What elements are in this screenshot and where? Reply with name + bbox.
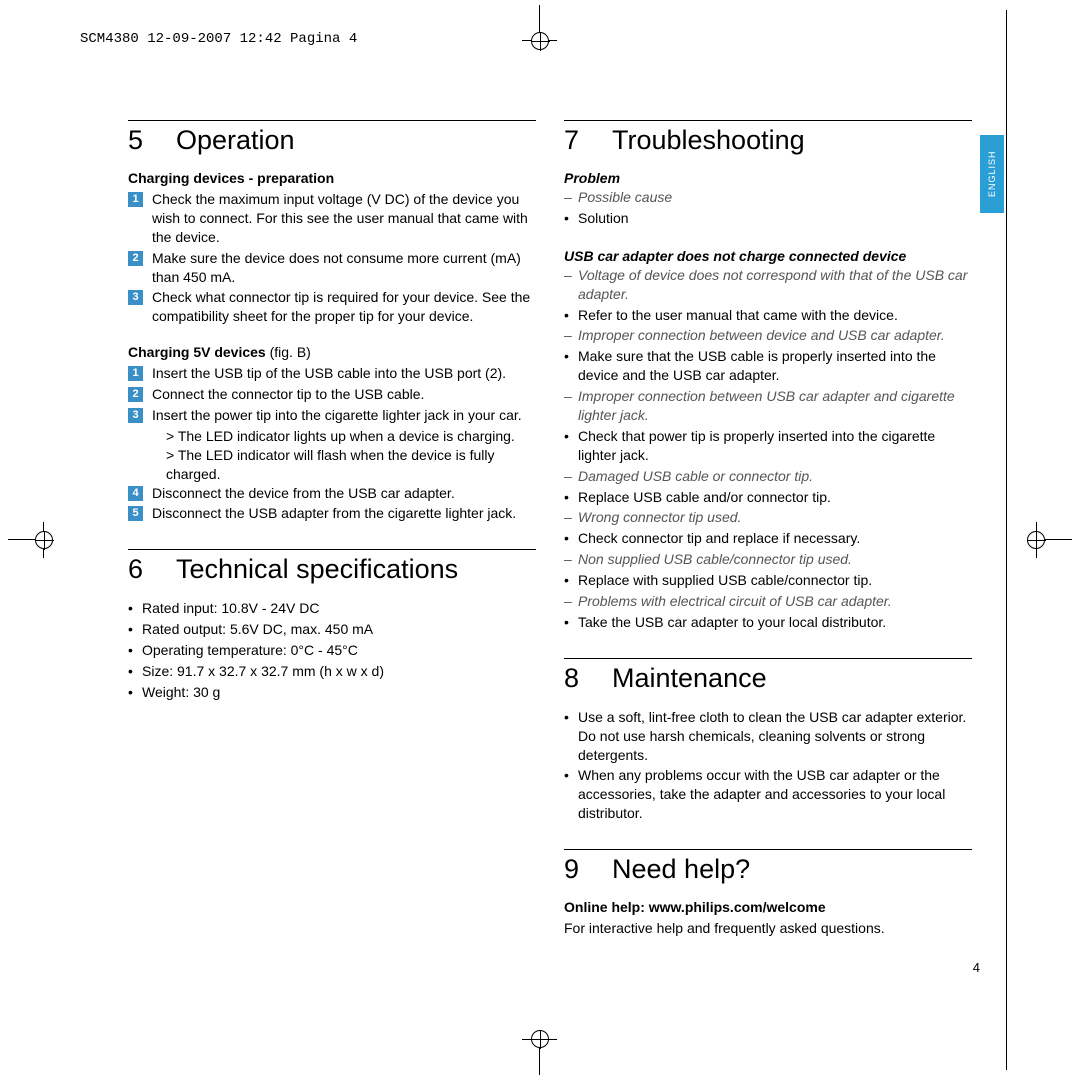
solution-line: Refer to the user manual that came with … [564,306,972,325]
list-item: 4 Disconnect the device from the USB car … [128,484,536,503]
step-text: Check the maximum input voltage (V DC) o… [152,191,528,245]
step-badge: 1 [128,192,143,207]
print-header: SCM4380 12-09-2007 12:42 Pagina 4 [80,31,357,47]
section-rule [564,120,972,121]
section-number: 7 [564,125,584,156]
problem-label: Problem [564,170,972,186]
step-badge: 2 [128,251,143,266]
step-badge: 1 [128,366,143,381]
solution-label: Solution [564,209,972,228]
trim-line [1006,10,1007,1070]
list-item: 1 Insert the USB tip of the USB cable int… [128,364,536,383]
sub-note: > The LED indicator will flash when the … [128,446,536,484]
list-item: Use a soft, lint-free cloth to clean the… [564,708,972,765]
section-number: 8 [564,663,584,694]
sub-note: > The LED indicator lights up when a dev… [128,427,536,446]
step-text: Disconnect the device from the USB car a… [152,485,455,501]
bullet-list: Rated input: 10.8V - 24V DC Rated output… [128,599,536,701]
subheading: Charging 5V devices (fig. B) [128,344,536,360]
solution-line: Check that power tip is properly inserte… [564,427,972,465]
section-number: 5 [128,125,148,156]
cause-line: Non supplied USB cable/connector tip use… [564,550,972,569]
cause-line: Problems with electrical circuit of USB … [564,592,972,611]
cause-line: Wrong connector tip used. [564,508,972,527]
step-text: Make sure the device does not consume mo… [152,250,521,285]
solution-line: Replace USB cable and/or connector tip. [564,488,972,507]
section-title: Troubleshooting [612,125,805,156]
section-rule [564,658,972,659]
step-text: Insert the power tip into the cigarette … [152,407,522,423]
list-item: 5 Disconnect the USB adapter from the cig… [128,504,536,523]
section-rule [128,120,536,121]
cause-line: Damaged USB cable or connector tip. [564,467,972,486]
list-item: 2 Make sure the device does not consume m… [128,249,536,287]
right-column: 7 Troubleshooting Problem Possible cause… [564,120,972,964]
list-item: 2 Connect the connector tip to the USB ca… [128,385,536,404]
list-item: 3 Check what connector tip is required fo… [128,288,536,326]
list-item: 1 Check the maximum input voltage (V DC) … [128,190,536,247]
section-rule [128,549,536,550]
troubleshooting-items: Voltage of device does not correspond wi… [564,266,972,632]
list-item: Size: 91.7 x 32.7 x 32.7 mm (h x w x d) [128,662,536,681]
section-troubleshooting: 7 Troubleshooting Problem Possible cause… [564,120,972,632]
step-text: Connect the connector tip to the USB cab… [152,386,424,402]
step-text: Disconnect the USB adapter from the ciga… [152,505,516,521]
list-item: Rated input: 10.8V - 24V DC [128,599,536,618]
step-badge: 5 [128,506,143,521]
list-item: 3 Insert the power tip into the cigarette… [128,406,536,425]
left-column: 5 Operation Charging devices - preparati… [128,120,536,964]
list-item: When any problems occur with the USB car… [564,766,972,823]
solution-line: Replace with supplied USB cable/connecto… [564,571,972,590]
section-title: Operation [176,125,295,156]
numbered-list: 4 Disconnect the device from the USB car … [128,484,536,524]
step-text: Check what connector tip is required for… [152,289,530,324]
section-title: Technical specifications [176,554,458,585]
page-content: 5 Operation Charging devices - preparati… [128,120,985,1000]
possible-cause-label: Possible cause [564,188,972,207]
registration-mark [35,531,53,549]
list-item: Weight: 30 g [128,683,536,702]
section-rule [564,849,972,850]
solution-line: Check connector tip and replace if neces… [564,529,972,548]
cause-line: Improper connection between USB car adap… [564,387,972,425]
section-title: Need help? [612,854,750,885]
list-item: Rated output: 5.6V DC, max. 450 mA [128,620,536,639]
solution-line: Make sure that the USB cable is properly… [564,347,972,385]
section-title: Maintenance [612,663,767,694]
step-badge: 4 [128,486,143,501]
section-operation: 5 Operation Charging devices - preparati… [128,120,536,523]
step-badge: 3 [128,408,143,423]
section-number: 9 [564,854,584,885]
registration-mark [1027,531,1045,549]
step-badge: 2 [128,387,143,402]
step-text: Insert the USB tip of the USB cable into… [152,365,506,381]
list-item: Operating temperature: 0°C - 45°C [128,641,536,660]
solution-line: Take the USB car adapter to your local d… [564,613,972,632]
section-need-help: 9 Need help? Online help: www.philips.co… [564,849,972,938]
registration-mark [531,1030,549,1048]
page-number: 4 [973,960,980,975]
bullet-list: Use a soft, lint-free cloth to clean the… [564,708,972,823]
online-help-label: Online help: www.philips.com/welcome [564,899,972,915]
section-tech-specs: 6 Technical specifications Rated input: … [128,549,536,701]
issue-heading: USB car adapter does not charge connecte… [564,248,972,264]
cause-line: Voltage of device does not correspond wi… [564,266,972,304]
online-help-text: For interactive help and frequently aske… [564,919,972,938]
section-maintenance: 8 Maintenance Use a soft, lint-free clot… [564,658,972,823]
registration-mark [531,32,549,50]
section-number: 6 [128,554,148,585]
subheading: Charging devices - preparation [128,170,536,186]
cause-line: Improper connection between device and U… [564,326,972,345]
step-badge: 3 [128,290,143,305]
numbered-list: 1 Check the maximum input voltage (V DC) … [128,190,536,326]
numbered-list: 1 Insert the USB tip of the USB cable int… [128,364,536,425]
